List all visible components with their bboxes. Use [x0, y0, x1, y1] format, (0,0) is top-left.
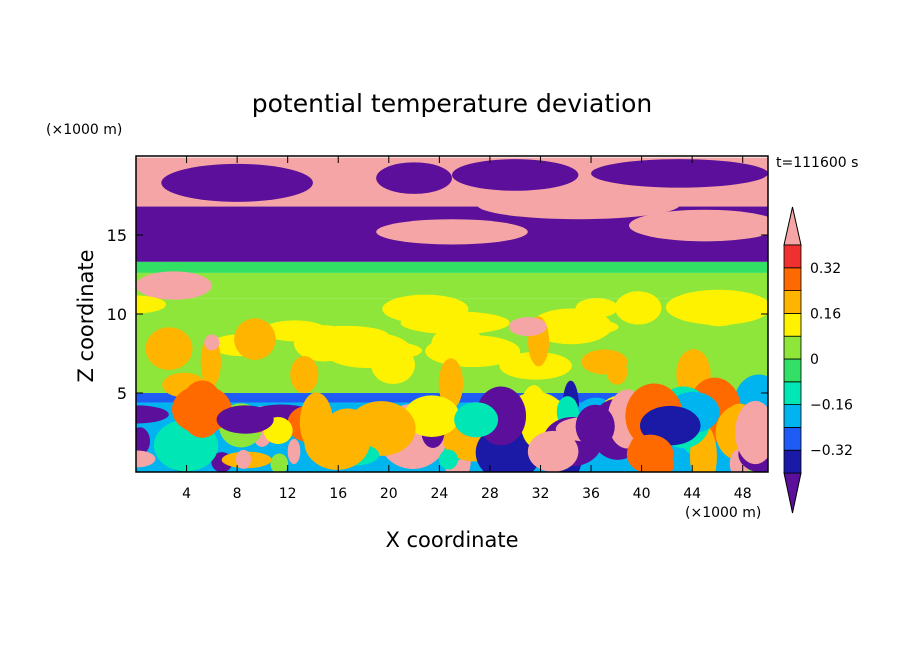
field-patch — [519, 385, 549, 447]
field-patch — [403, 395, 460, 437]
x-unit-label: (×1000 m) — [685, 505, 761, 521]
field-patch — [735, 400, 768, 465]
field-patch — [439, 449, 458, 470]
field-patch — [438, 358, 464, 409]
x-tick-label: 24 — [430, 486, 448, 502]
field-patch — [262, 320, 327, 342]
field-patch — [581, 349, 628, 375]
field-patch — [454, 402, 499, 438]
x-tick-label: 28 — [481, 486, 499, 502]
y-axis: 5 10 15 — [107, 226, 768, 403]
field-patch — [452, 159, 579, 191]
field-patch — [665, 289, 768, 325]
field-patch — [530, 308, 612, 345]
colorbar-segment — [783, 404, 802, 428]
colorbar-segment — [783, 381, 802, 405]
y-tick-label: 5 — [117, 384, 127, 403]
colorbar-segment — [783, 267, 802, 291]
field-patch — [299, 392, 333, 452]
field-patch — [136, 271, 212, 300]
field-patch — [270, 453, 289, 472]
field-patch — [290, 355, 319, 394]
field-patch — [371, 346, 416, 384]
field-patch — [200, 336, 221, 388]
field-patch — [136, 405, 169, 424]
colorbar-segment — [783, 426, 802, 451]
field-patch — [287, 438, 301, 465]
y-axis-title: Z coordinate — [74, 249, 98, 382]
x-tick-label: 48 — [734, 486, 752, 502]
field-patch — [575, 298, 619, 318]
field-patch — [499, 351, 572, 380]
colorbar-bottom-arrow — [783, 472, 802, 514]
field-patch — [136, 295, 166, 314]
colorbar-top-arrow — [783, 206, 802, 246]
colorbar-label: −0.32 — [810, 443, 853, 459]
colorbar-segment — [783, 312, 802, 337]
colorbar-segment — [783, 358, 802, 383]
field-patch — [527, 430, 579, 472]
field-patch — [626, 434, 674, 472]
colorbar: 0.32 0.16 0 −0.16 −0.32 — [783, 206, 853, 514]
field-patch — [508, 317, 547, 337]
x-tick-label: 8 — [233, 486, 242, 502]
x-tick-label: 16 — [329, 486, 347, 502]
field-patch — [431, 326, 484, 362]
field-patch — [575, 404, 615, 449]
field-patch — [477, 190, 680, 220]
time-label: t=111600 s — [776, 155, 858, 171]
field-patch — [400, 311, 510, 335]
x-tick-label: 4 — [182, 486, 191, 502]
field-area — [136, 157, 768, 472]
field-band — [136, 261, 768, 273]
colorbar-label: 0.32 — [810, 261, 841, 277]
x-tick-label: 36 — [582, 486, 600, 502]
x-tick-label: 32 — [532, 486, 550, 502]
field-patch — [216, 405, 274, 434]
colorbar-segment — [783, 335, 802, 360]
field-patch — [376, 162, 452, 194]
field-patch — [376, 219, 528, 245]
colorbar-segment — [783, 244, 802, 269]
field-patch — [145, 327, 193, 371]
field-patch — [234, 318, 276, 360]
y-unit-label: (×1000 m) — [46, 122, 122, 138]
field-patch — [591, 159, 768, 188]
x-tick-label: 20 — [380, 486, 398, 502]
colorbar-label: −0.16 — [810, 398, 853, 414]
field-patch — [136, 450, 156, 468]
colorbar-label: 0 — [810, 352, 819, 368]
field-patch — [161, 163, 313, 202]
field-patch — [628, 209, 768, 242]
field-band — [136, 272, 768, 299]
colorbar-segment — [783, 290, 802, 314]
field-patch — [136, 427, 151, 455]
x-tick-label: 12 — [279, 486, 297, 502]
field-patch — [180, 380, 224, 438]
chart-title: potential temperature deviation — [252, 89, 652, 118]
field-patch — [235, 449, 252, 469]
field-patch — [204, 334, 220, 351]
colorbar-segment — [783, 449, 802, 474]
x-axis-title: X coordinate — [385, 528, 518, 552]
x-tick-label: 40 — [633, 486, 651, 502]
y-tick-label: 15 — [107, 226, 127, 245]
x-tick-label: 44 — [683, 486, 701, 502]
y-tick-label: 10 — [107, 305, 127, 324]
field-patch — [615, 291, 662, 325]
colorbar-label: 0.16 — [810, 306, 841, 322]
x-axis: 4 8 12 16 20 24 28 32 36 40 44 48 — [182, 156, 752, 502]
